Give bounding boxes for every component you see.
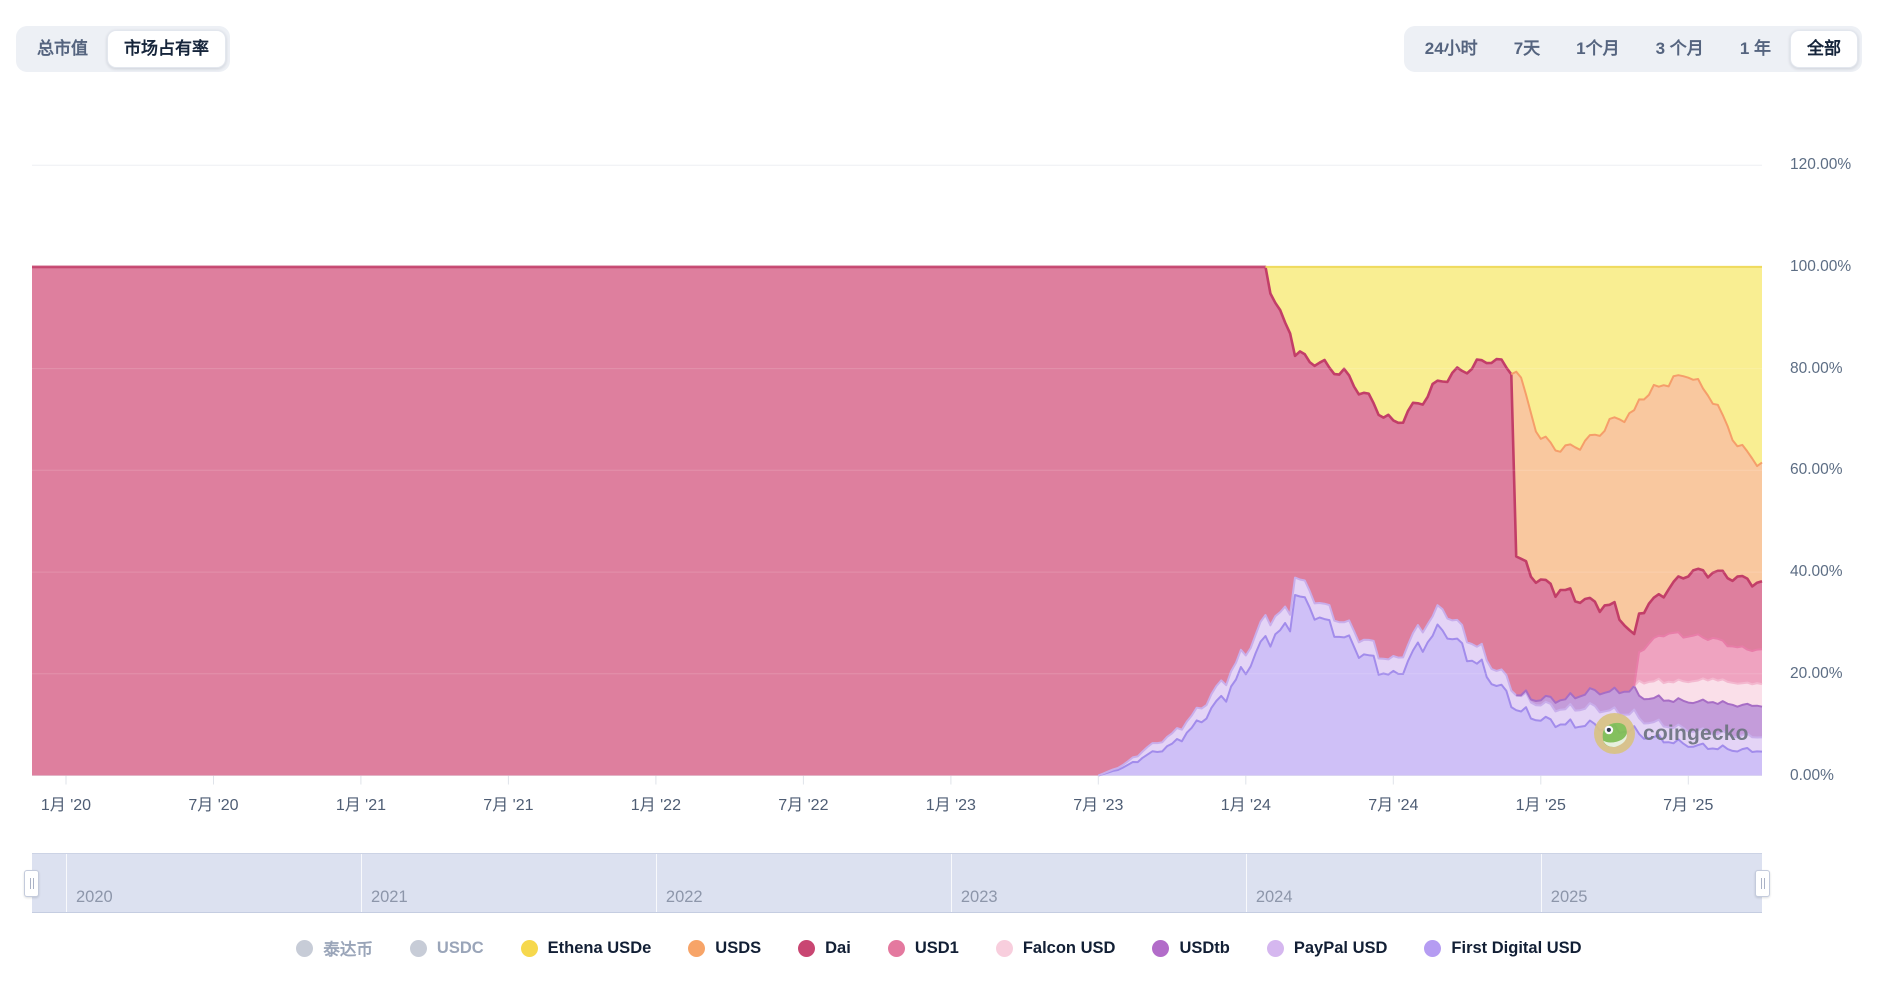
legend-item-falcon-usd[interactable]: Falcon USD xyxy=(995,938,1116,958)
navigator-year-separator xyxy=(1245,854,1247,912)
legend-item-usdtb[interactable]: USDtb xyxy=(1152,938,1230,958)
y-axis-label: 20.00% xyxy=(1790,664,1843,682)
x-axis-label: 1月 '20 xyxy=(40,797,92,814)
legend-label: USDS xyxy=(715,938,762,957)
x-axis-label: 7月 '23 xyxy=(1073,797,1124,814)
navigator-year-separator xyxy=(655,854,657,912)
legend-dot xyxy=(409,939,427,957)
legend-dot xyxy=(688,939,706,957)
time-range-group: 24小时 7天 1个月 3 个月 1 年全部 xyxy=(1403,26,1862,72)
range-option-24h[interactable]: 24小时 xyxy=(1408,30,1495,68)
navigator-year-separator xyxy=(65,854,67,912)
legend-dot xyxy=(798,939,816,957)
legend-label: PayPal USD xyxy=(1293,938,1388,957)
legend-label: USDtb xyxy=(1179,938,1230,957)
navigator-year-label: 2021 xyxy=(370,888,408,906)
range-option-1m[interactable]: 1个月 xyxy=(1559,30,1636,68)
legend-item-usdc[interactable]: USDC xyxy=(409,938,484,958)
navigator-year-label: 2023 xyxy=(960,888,998,906)
y-axis-label: 40.00% xyxy=(1790,563,1843,581)
x-axis-label: 1月 '25 xyxy=(1515,797,1566,814)
coingecko-watermark-text: coingecko xyxy=(1643,721,1749,745)
timeline-navigator[interactable]: 2020 2021 2022 2023 2024 2025 xyxy=(24,853,1770,913)
y-axis-label: 100.00% xyxy=(1790,257,1852,275)
legend-item-usds[interactable]: USDS xyxy=(688,939,761,958)
range-option-1y[interactable]: 1 年 xyxy=(1723,30,1788,68)
x-axis-label: 1月 '24 xyxy=(1220,797,1271,814)
navigator-year-label: 2025 xyxy=(1550,888,1588,906)
x-axis-label: 7月 '21 xyxy=(483,797,534,814)
x-axis-label: 7月 '22 xyxy=(778,797,829,814)
x-axis-label: 1月 '22 xyxy=(630,797,681,814)
navigator-year-label: 2024 xyxy=(1255,888,1293,906)
chart-legend: 泰达币 USDC Ethena USDe USDS Dai USD1 Falcon USD U… xyxy=(0,936,1878,960)
y-axis-label: 60.00% xyxy=(1790,461,1843,479)
y-axis-label: 0.00% xyxy=(1790,766,1834,784)
legend-item-first-digital-usd[interactable]: First Digital USD xyxy=(1424,938,1582,958)
legend-item-paypal-usd[interactable]: PayPal USD xyxy=(1266,938,1388,958)
metric-toggle-group: 总市值 市场占有率 xyxy=(16,26,230,72)
legend-item-ethena-usde[interactable]: Ethena USDe xyxy=(520,938,652,958)
navigator-year-label: 2020 xyxy=(75,888,113,906)
legend-dot xyxy=(1152,939,1170,957)
legend-dot xyxy=(520,939,538,957)
legend-dot xyxy=(1424,939,1442,957)
legend-item-dai[interactable]: Dai xyxy=(798,939,851,958)
legend-dot xyxy=(995,939,1013,957)
legend-label: Falcon USD xyxy=(1022,938,1116,957)
x-axis-label: 7月 '24 xyxy=(1368,797,1419,814)
legend-label: USDC xyxy=(436,938,484,957)
navigator-year-separator xyxy=(1540,854,1542,912)
legend-label: Dai xyxy=(825,938,851,957)
x-axis-label: 7月 '25 xyxy=(1663,797,1714,814)
coingecko-watermark: coingecko xyxy=(1594,713,1749,754)
navigator-year-separator xyxy=(360,854,362,912)
legend-dot xyxy=(1266,939,1284,957)
metric-option-market-share[interactable]: 市场占有率 xyxy=(107,30,226,68)
metric-option-total-market-cap[interactable]: 总市值 xyxy=(20,30,105,68)
legend-item-usd1[interactable]: USD1 xyxy=(887,938,959,958)
coingecko-gecko-icon xyxy=(1594,713,1635,754)
x-axis-label: 7月 '20 xyxy=(188,797,239,814)
y-axis-label: 80.00% xyxy=(1790,359,1843,377)
range-option-all[interactable]: 全部 xyxy=(1790,30,1858,68)
navigator-year-label: 2022 xyxy=(665,888,703,906)
y-axis-label: 120.00% xyxy=(1790,156,1852,174)
range-option-7d[interactable]: 7天 xyxy=(1497,30,1557,68)
x-axis-label: 1月 '23 xyxy=(925,797,976,814)
legend-label: USD1 xyxy=(914,938,959,957)
range-option-3m[interactable]: 3 个月 xyxy=(1639,30,1721,68)
legend-label: Ethena USDe xyxy=(547,938,652,957)
legend-label: First Digital USD xyxy=(1451,938,1582,957)
x-axis-label: 1月 '21 xyxy=(335,797,387,814)
navigator-year-separator xyxy=(950,854,952,912)
legend-dot xyxy=(887,939,905,957)
legend-item-泰达币[interactable]: 泰达币 xyxy=(296,936,373,960)
legend-dot xyxy=(296,939,314,957)
legend-label: 泰达币 xyxy=(323,941,373,959)
navigator-right-handle[interactable] xyxy=(1755,870,1770,897)
navigator-left-handle[interactable] xyxy=(24,870,39,897)
